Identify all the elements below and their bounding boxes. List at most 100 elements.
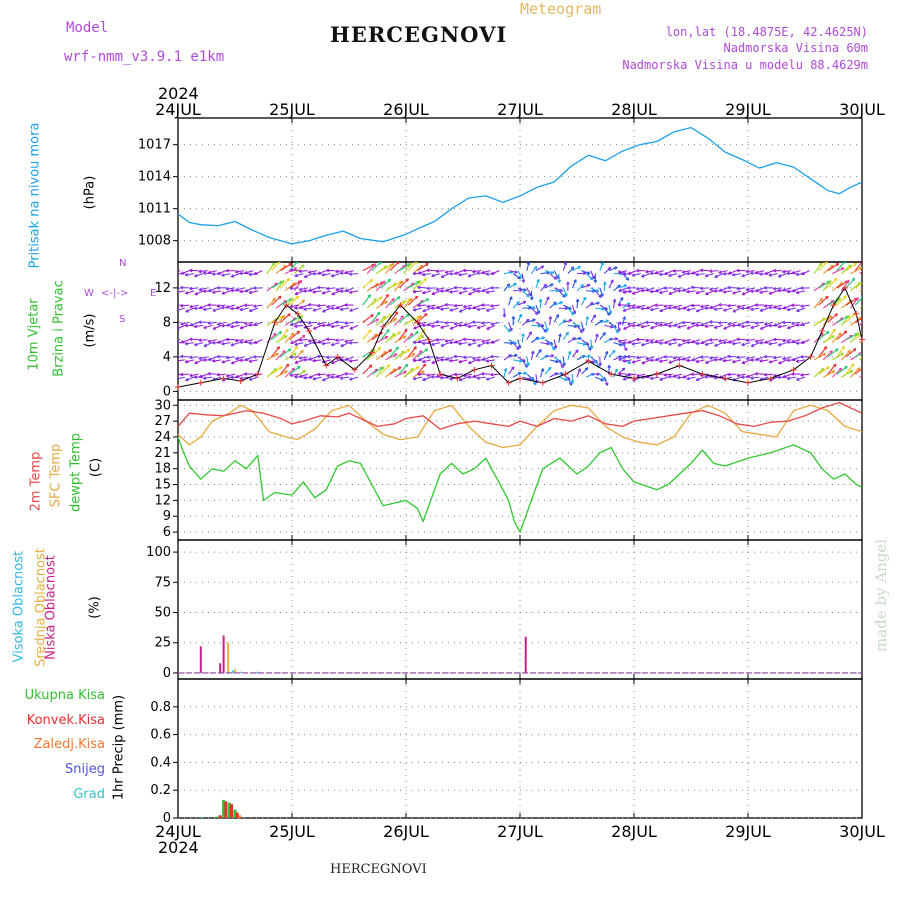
wind-arrowhead [800, 356, 804, 359]
cloud-label-3: Niska Oblacnost [43, 555, 59, 660]
wind-arrowhead [618, 328, 621, 332]
wind-arrow [225, 356, 236, 359]
wind-arrow [194, 342, 204, 346]
wind-arrow [266, 262, 276, 274]
wind-arrowhead [274, 282, 278, 285]
wind-arrow [540, 354, 549, 361]
wind-arrow [366, 263, 377, 274]
wind-arrowhead [235, 358, 239, 361]
wind-arrowhead [485, 342, 489, 345]
wind-arrow [389, 296, 401, 306]
wind-arrowhead [754, 322, 758, 325]
wind-arrow [562, 287, 568, 297]
wind-arrow [650, 376, 660, 380]
wind-arrowhead [596, 289, 600, 292]
wind-arrow [212, 359, 222, 362]
wind-arrowhead [194, 326, 198, 329]
wind-arrowhead [185, 293, 189, 295]
wind-arrowhead [248, 274, 252, 277]
wind-arrow [750, 307, 760, 311]
wind-arrowhead [244, 373, 248, 376]
wind-arrowhead [331, 344, 335, 347]
wind-arrowhead [430, 307, 435, 310]
wind-arrowhead [344, 272, 348, 275]
wind-arrow [517, 270, 523, 279]
wind-arrowhead [533, 265, 538, 269]
cloud-unit: (%) [87, 596, 103, 619]
wind-arrowhead [681, 340, 686, 343]
wind-arrow [189, 287, 199, 290]
wind-arrowhead [449, 342, 453, 345]
wind-unit: (m/s) [82, 313, 98, 348]
wind-arrowhead [340, 327, 344, 330]
wind-arrow [178, 290, 185, 293]
wind-arrowhead [386, 364, 390, 367]
wind-arrowhead [786, 272, 790, 276]
wind-arrowhead [422, 361, 426, 364]
wind-arrow [641, 324, 651, 328]
wind-arrowhead [559, 359, 562, 363]
wind-arrow [362, 364, 373, 375]
wind-arrow [349, 307, 359, 312]
wind-arrow [590, 302, 600, 306]
wind-arrowhead [791, 304, 795, 308]
wind-arrow [636, 356, 646, 359]
wind-arrowhead [826, 262, 828, 265]
cloud-bar [227, 642, 230, 673]
wind-arrow [435, 356, 445, 359]
wind-arrowhead [244, 304, 248, 308]
wind-arrow [696, 376, 705, 381]
wind-arrowhead [649, 272, 653, 276]
wind-arrow [599, 287, 604, 297]
wind-arrowhead [381, 366, 385, 369]
wind-arrowhead [348, 342, 353, 345]
wind-arrowhead [663, 287, 667, 290]
wind-arrowhead [677, 358, 681, 362]
wind-arrow [485, 359, 496, 362]
wind-arrow [178, 324, 186, 329]
wind-arrowhead [290, 297, 294, 300]
wind-arrowhead [870, 285, 872, 287]
wind-arrowhead [750, 377, 754, 380]
wind-arrow [623, 324, 632, 330]
wind-arrowhead [226, 306, 230, 309]
wind-arrow [380, 278, 391, 289]
wind-arrowhead [700, 356, 704, 359]
wind-arrowhead [193, 307, 198, 311]
wind-arrow [696, 307, 705, 313]
wind-arrowhead [171, 303, 174, 304]
wind-arrowhead [382, 315, 386, 318]
wind-arrowhead [627, 277, 630, 281]
wind-arrow [308, 270, 318, 274]
wind-arrowhead [421, 343, 426, 346]
wind-arrowhead [369, 279, 373, 281]
wind-arrow [617, 297, 624, 306]
wind-arrowhead [864, 331, 865, 334]
wind-arrowhead [754, 373, 758, 376]
wind-arrow [322, 376, 331, 382]
wind-arrow [244, 339, 254, 343]
wind-arrow [622, 359, 632, 362]
wind-arrow [253, 304, 263, 308]
wind-arrowhead [280, 280, 285, 283]
wind-arrowhead [645, 358, 649, 361]
wind-arrow [299, 356, 309, 359]
wind-arrow [221, 290, 231, 295]
wind-arrow [686, 376, 696, 380]
wind-arrowhead [691, 341, 695, 344]
wind-arrowhead [239, 359, 243, 363]
wind-arrowhead [312, 310, 317, 312]
wind-arrowhead [537, 324, 541, 327]
wind-arrowhead [690, 286, 694, 290]
wind-arrowhead [278, 330, 282, 333]
wind-arrowhead [230, 308, 234, 311]
wind-arrowhead [239, 291, 243, 294]
wind-arrowhead [645, 321, 649, 325]
wind-arrow [521, 318, 530, 326]
wind-arrowhead [400, 315, 404, 318]
wind-arrow [371, 331, 383, 341]
wind-arrowhead [538, 349, 542, 352]
day-label-top: 27JUL [497, 100, 543, 119]
wind-arrow [454, 321, 464, 325]
wind-arrowhead [846, 279, 850, 283]
